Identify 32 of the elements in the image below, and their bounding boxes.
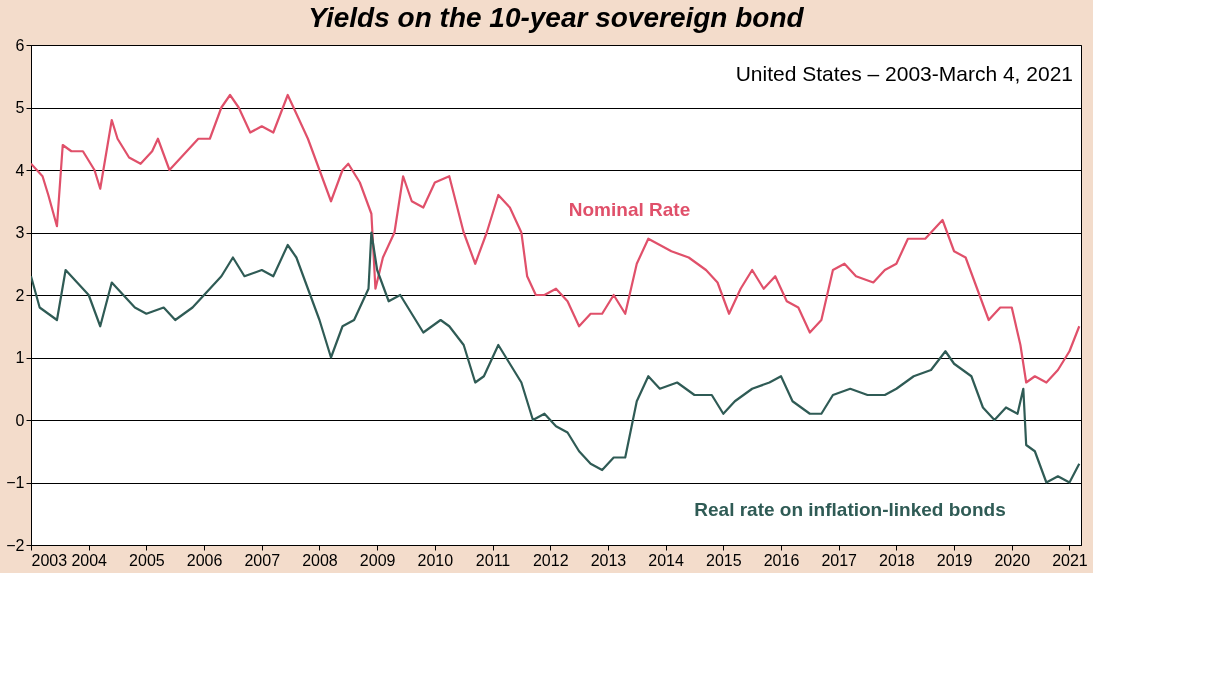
x-tick-label: 2014 — [648, 551, 685, 569]
x-tick-label: 2006 — [186, 551, 223, 569]
x-tick-label: 2020 — [994, 551, 1031, 569]
annotation: United States – 2003-March 4, 2021 — [735, 62, 1073, 85]
x-tick-label: 2021 — [1052, 551, 1088, 569]
y-tick-label: 4 — [15, 161, 25, 179]
x-tick-label: 2017 — [821, 551, 858, 569]
x-tick-label: 2005 — [129, 551, 165, 569]
x-tick-label: 2008 — [302, 551, 338, 569]
chart-title: Yields on the 10-year sovereign bond — [308, 2, 805, 33]
x-tick-label: 2007 — [244, 551, 281, 569]
x-tick-label: 2010 — [417, 551, 454, 569]
y-tick-label: 5 — [15, 99, 25, 116]
y-tick-label: 1 — [15, 349, 25, 366]
x-tick-label: 2016 — [763, 551, 800, 569]
y-tick-label: 3 — [15, 224, 25, 241]
x-tick-label: 2012 — [532, 551, 569, 569]
y-tick-label: 2 — [15, 286, 25, 304]
x-tick-label: 2013 — [590, 551, 627, 569]
x-tick-label: 2019 — [936, 551, 973, 569]
x-tick-label: 2015 — [706, 551, 742, 569]
x-tick-label: 2011 — [475, 551, 511, 569]
x-tick-label: 2009 — [359, 551, 396, 569]
series-label: Nominal Rate — [568, 199, 691, 220]
text: Real rate on inflation-linked bonds — [694, 499, 1006, 520]
y-tick-label: 0 — [15, 411, 25, 429]
y-tick-label: 6 — [15, 36, 25, 54]
y-tick-label: −2 — [6, 536, 25, 554]
x-tick-label: 2018 — [879, 551, 915, 569]
y-tick-label: −1 — [6, 474, 25, 491]
x-tick-label: 2004 — [71, 551, 108, 569]
x-tick-label: 2003 — [31, 551, 68, 569]
